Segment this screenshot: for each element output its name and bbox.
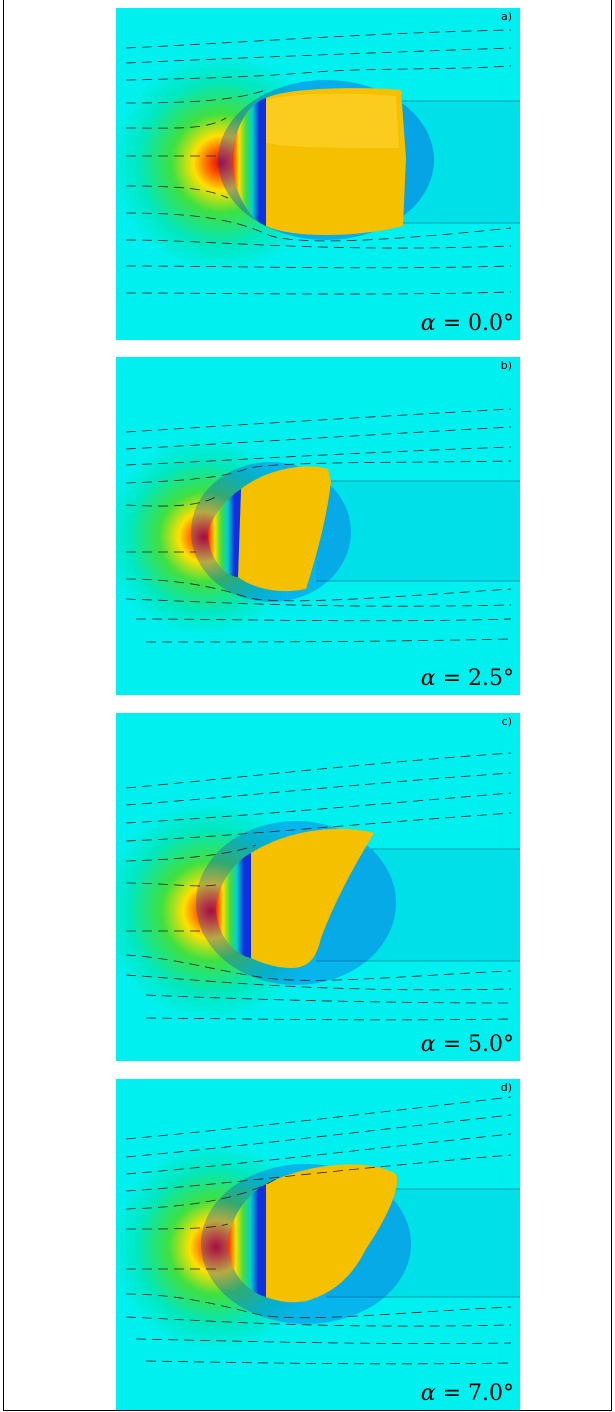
angle-label-b: α = 2.5°: [421, 666, 514, 691]
angle-label-d: α = 7.0°: [421, 1381, 514, 1406]
streamlines-a: [125, 29, 512, 295]
angle-label-a: α = 0.0°: [421, 311, 514, 336]
panel-letter-d: d): [500, 1081, 512, 1094]
panel-letter-a: a): [500, 10, 512, 23]
streamlines-c: [125, 752, 512, 1021]
figure-frame: [3, 0, 612, 1411]
angle-value-b: = 2.5°: [442, 666, 514, 691]
angle-value-c: = 5.0°: [442, 1032, 514, 1057]
flow-field-b: [116, 357, 520, 695]
angle-label-c: α = 5.0°: [421, 1032, 514, 1057]
panel-letter-c: c): [501, 715, 512, 728]
streamlines-b: [125, 408, 512, 643]
streamlines-d: [125, 1096, 512, 1365]
angle-symbol-c: α: [420, 1032, 436, 1057]
angle-symbol-d: α: [420, 1381, 436, 1406]
panel-b: b) α = 2.5°: [116, 357, 520, 695]
panel-a: a) α = 0.0°: [116, 8, 520, 340]
panel-c: c) α = 5.0°: [116, 713, 520, 1061]
flow-field-c: [116, 713, 520, 1061]
angle-value-d: = 7.0°: [442, 1381, 514, 1406]
panel-letter-b: b): [500, 359, 512, 372]
flow-field-a: [116, 8, 520, 340]
angle-symbol-a: α: [420, 311, 436, 336]
angle-symbol-b: α: [420, 666, 436, 691]
panel-d: d) α = 7.0°: [116, 1079, 520, 1410]
angle-value-a: = 0.0°: [442, 311, 514, 336]
flow-field-d: [116, 1079, 520, 1410]
